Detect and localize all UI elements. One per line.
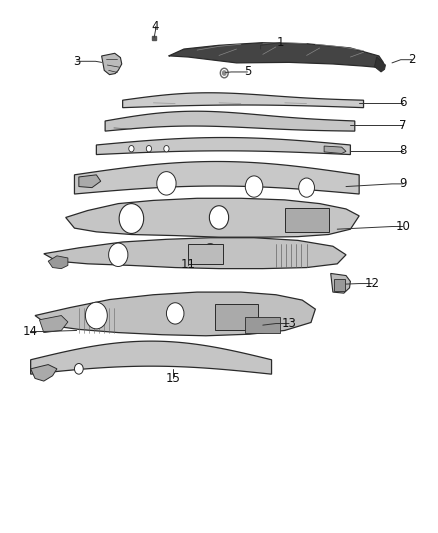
Bar: [285, 208, 328, 232]
Circle shape: [209, 206, 229, 229]
Polygon shape: [102, 53, 122, 75]
Polygon shape: [31, 341, 272, 374]
Bar: [215, 304, 258, 330]
Circle shape: [164, 146, 169, 152]
Text: 11: 11: [181, 259, 196, 271]
Circle shape: [109, 243, 128, 266]
Polygon shape: [123, 93, 364, 108]
Circle shape: [129, 146, 134, 152]
Text: 12: 12: [365, 277, 380, 290]
Polygon shape: [374, 57, 385, 72]
Circle shape: [299, 178, 314, 197]
Text: 13: 13: [282, 317, 297, 330]
Circle shape: [238, 307, 252, 324]
Polygon shape: [324, 146, 346, 154]
Text: 2: 2: [408, 53, 416, 66]
Circle shape: [223, 71, 226, 75]
Text: 6: 6: [399, 96, 407, 109]
Polygon shape: [48, 256, 68, 269]
Bar: [245, 317, 280, 333]
Polygon shape: [96, 138, 350, 155]
Circle shape: [85, 302, 107, 329]
Circle shape: [119, 204, 144, 233]
Circle shape: [157, 172, 176, 195]
Text: 9: 9: [399, 177, 407, 190]
Text: 8: 8: [399, 144, 406, 157]
Polygon shape: [35, 292, 315, 336]
Text: 5: 5: [244, 66, 251, 78]
Text: 14: 14: [23, 325, 38, 338]
Text: 1: 1: [276, 36, 284, 49]
Text: 7: 7: [399, 119, 407, 132]
Circle shape: [74, 364, 83, 374]
Circle shape: [146, 146, 152, 152]
Text: 4: 4: [152, 20, 159, 33]
Polygon shape: [79, 175, 101, 188]
Bar: [334, 279, 345, 291]
Polygon shape: [169, 43, 383, 68]
Polygon shape: [39, 316, 68, 333]
Circle shape: [166, 303, 184, 324]
Polygon shape: [66, 198, 359, 237]
Circle shape: [202, 244, 218, 263]
Polygon shape: [331, 273, 350, 293]
Text: 3: 3: [73, 55, 80, 68]
Polygon shape: [31, 365, 57, 381]
Polygon shape: [105, 111, 355, 131]
Polygon shape: [44, 238, 346, 269]
Circle shape: [245, 176, 263, 197]
Text: 15: 15: [166, 372, 180, 385]
Text: 10: 10: [396, 220, 410, 233]
Bar: [188, 244, 223, 264]
Polygon shape: [74, 161, 359, 194]
